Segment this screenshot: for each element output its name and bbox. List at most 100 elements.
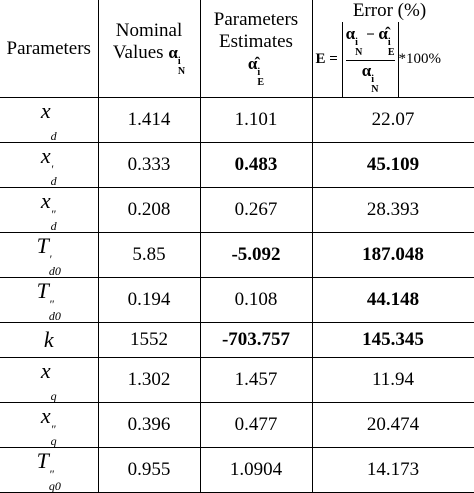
symbol: α — [168, 43, 178, 62]
parameter-cell: x ' d — [0, 142, 99, 188]
nominal-cell: 0.194 — [97, 277, 201, 323]
param-sub: d — [50, 129, 57, 143]
param-base: x — [40, 357, 51, 383]
param-scripts: " q0 — [49, 468, 61, 492]
param-scripts: " d0 — [49, 298, 61, 322]
formula-eq: = — [329, 50, 338, 67]
estimate-cell: 1.457 — [199, 356, 313, 403]
formula-tail: *100% — [398, 50, 442, 67]
error-cell: 20.474 — [311, 401, 474, 448]
parameter-cell: x d — [0, 97, 99, 143]
param-sub: d — [50, 174, 57, 188]
nominal-value: 0.208 — [127, 199, 171, 220]
parameter-cell: x q — [0, 356, 99, 403]
param-sup: ' — [48, 252, 52, 266]
sub: E — [387, 47, 395, 58]
error-value: 28.393 — [366, 199, 420, 220]
nominal-cell: 0.396 — [97, 401, 201, 448]
error-value: 20.474 — [366, 413, 420, 435]
error-cell: 14.173 — [311, 446, 474, 493]
parameter-cell: x " d — [0, 187, 99, 233]
table-row: x q 1.302 1.457 11.94 — [0, 356, 474, 403]
param-sup-space — [51, 378, 57, 390]
nominal-cell: 0.333 — [97, 142, 201, 188]
param-sup: ' — [50, 162, 54, 176]
param-sup: " — [48, 466, 54, 481]
error-value: 22.07 — [371, 109, 415, 130]
estimate-value: 0.477 — [234, 413, 278, 435]
parameter-cell: k — [0, 322, 99, 358]
header-text: Nominal — [115, 20, 183, 41]
estimate-cell: 0.108 — [199, 277, 313, 323]
nominal-value: 0.333 — [127, 154, 171, 175]
param-base: T — [36, 233, 49, 259]
sup: i — [177, 56, 181, 67]
estimate-cell: 0.267 — [199, 187, 313, 233]
param-sub: q — [50, 433, 57, 448]
estimate-value: -703.757 — [221, 328, 291, 350]
estimate-cell: -5.092 — [199, 232, 313, 278]
error-cell: 44.148 — [311, 277, 474, 323]
nominal-value: 1552 — [130, 328, 168, 350]
nominal-value: 0.955 — [127, 458, 171, 480]
symbol: α — [361, 61, 372, 80]
error-value: 145.345 — [362, 328, 424, 350]
sub: E — [257, 77, 265, 88]
param-sub: d0 — [48, 309, 61, 323]
error-value: 187.048 — [362, 244, 424, 265]
param-sub: q0 — [48, 478, 61, 493]
param-sub: q — [50, 388, 57, 403]
sup: i — [387, 37, 391, 48]
estimate-value: 0.483 — [234, 154, 278, 175]
param-scripts: q — [51, 378, 57, 402]
estimate-cell: 1.0904 — [199, 446, 313, 493]
formula-lhs: E — [315, 50, 326, 67]
nominal-cell: 0.208 — [97, 187, 201, 233]
param-scripts: ' d — [51, 163, 57, 187]
symbol: α̂ — [378, 24, 388, 43]
param-scripts: d — [51, 118, 57, 142]
param-sup: " — [50, 421, 56, 436]
table-row: T " d0 0.194 0.108 44.148 — [0, 277, 474, 323]
table-row: T " q0 0.955 1.0904 14.173 — [0, 446, 474, 493]
parameter-cell: T " d0 — [0, 277, 99, 323]
sup: i — [355, 37, 358, 48]
symbol: α̂ — [247, 54, 258, 73]
estimate-cell: -703.757 — [199, 322, 313, 358]
param-scripts: " d — [51, 208, 57, 232]
nominal-value: 1.414 — [127, 109, 171, 130]
param-base: x — [40, 98, 51, 123]
error-value: 45.109 — [366, 154, 420, 175]
header-cell: Parameters Estimates α̂ i E — [199, 0, 313, 98]
nominal-cell: 1552 — [97, 322, 201, 358]
param-sup: " — [48, 297, 54, 311]
nominal-cell: 0.955 — [97, 446, 201, 493]
header-text: Parameters — [213, 9, 299, 30]
minus: − — [366, 27, 375, 43]
nominal-cell: 5.85 — [97, 232, 201, 278]
param-sub: d — [50, 219, 57, 233]
nominal-value: 5.85 — [132, 244, 166, 265]
param-sup: " — [50, 207, 56, 221]
error-cell: 22.07 — [311, 97, 474, 143]
nominal-value: 0.396 — [127, 413, 171, 435]
error-cell: 45.109 — [311, 142, 474, 188]
estimate-value: 0.267 — [234, 199, 278, 220]
nominal-value: 0.194 — [127, 289, 171, 310]
param-base: T — [36, 278, 49, 304]
header-cell: Parameters — [0, 0, 99, 98]
nominal-value: 1.302 — [127, 368, 171, 390]
estimate-value: 0.108 — [234, 289, 278, 310]
sub: N — [355, 47, 363, 58]
